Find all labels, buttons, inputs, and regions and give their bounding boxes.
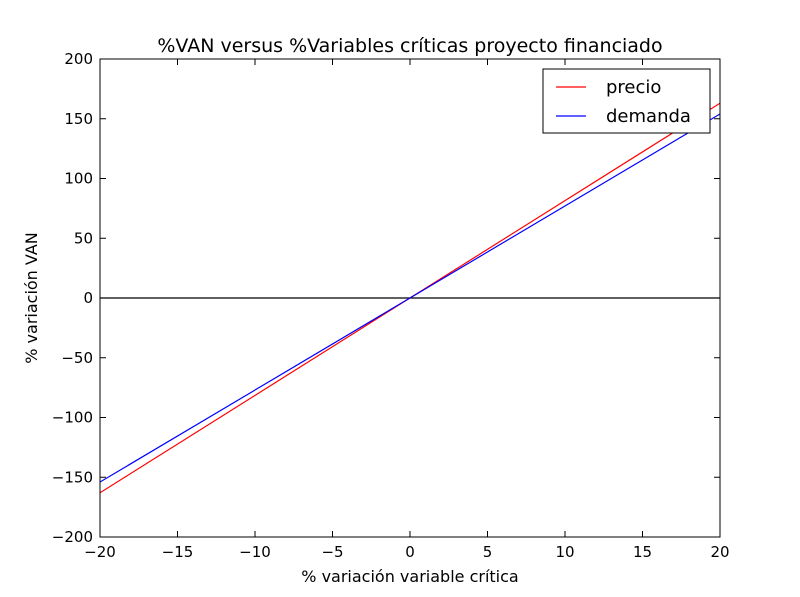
x-tick-label: −10 bbox=[239, 543, 271, 561]
legend-label-demanda: demanda bbox=[606, 106, 691, 127]
x-tick-label: −5 bbox=[321, 543, 343, 561]
legend-label-precio: precio bbox=[606, 77, 661, 98]
x-tick-label: 20 bbox=[710, 543, 729, 561]
y-axis-title: % variación VAN bbox=[22, 232, 41, 363]
series-line-demanda bbox=[100, 113, 720, 483]
chart-title: %VAN versus %Variables críticas proyecto… bbox=[157, 35, 662, 57]
ticks-layer: −20 −15 −10 −5 0 5 10 15 20−200−150−100−50050100… bbox=[52, 50, 730, 561]
y-tick-label: −200 bbox=[52, 528, 93, 546]
legend: precio demanda bbox=[542, 68, 711, 134]
y-tick-label: −150 bbox=[52, 468, 93, 486]
x-tick-label: 5 bbox=[483, 543, 493, 561]
plot-frame bbox=[99, 58, 721, 538]
legend-box bbox=[542, 68, 711, 134]
y-tick-label: 0 bbox=[83, 289, 93, 307]
y-tick-label: −50 bbox=[61, 349, 93, 367]
series-layer bbox=[100, 102, 720, 494]
y-tick-label: 50 bbox=[74, 229, 93, 247]
x-tick-label: 15 bbox=[633, 543, 652, 561]
x-tick-label: −20 bbox=[84, 543, 116, 561]
x-tick-label: 0 bbox=[405, 543, 415, 561]
y-tick-label: 200 bbox=[64, 50, 93, 68]
x-axis-title: % variación variable crítica bbox=[301, 567, 518, 586]
x-tick-label: 10 bbox=[555, 543, 574, 561]
x-tick-label: −15 bbox=[162, 543, 194, 561]
y-tick-label: −100 bbox=[52, 409, 93, 427]
y-tick-label: 150 bbox=[64, 110, 93, 128]
y-tick-label: 100 bbox=[64, 170, 93, 188]
